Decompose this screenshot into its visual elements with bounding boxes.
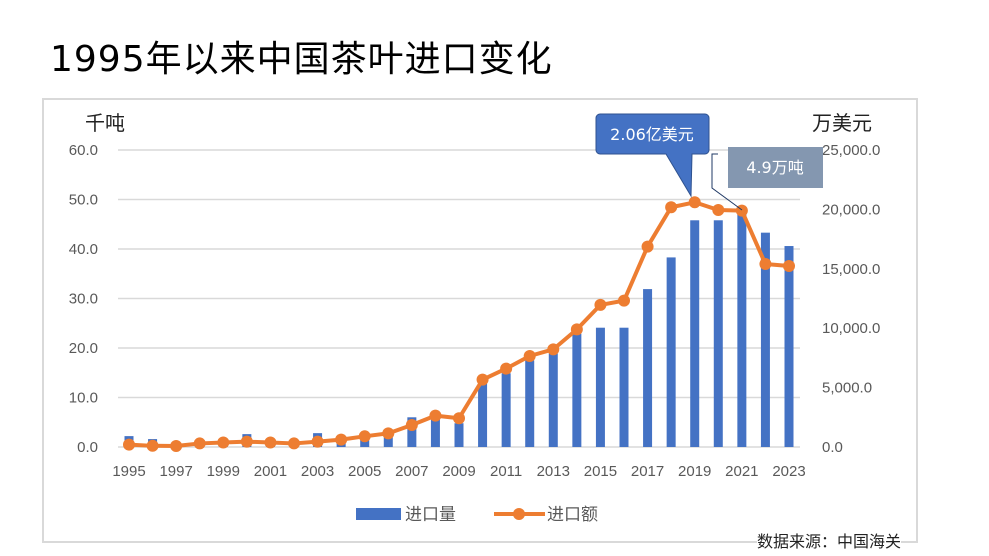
point-2006 (382, 427, 395, 440)
annotation-callout-value: 2.06亿美元 (595, 113, 710, 198)
annotation-callout-volume: 4.9万吨 (711, 147, 823, 211)
bar-2008 (430, 417, 440, 447)
left-tick-label: 50.0 (69, 192, 98, 209)
point-2008 (429, 409, 442, 422)
bar-2006 (383, 437, 393, 447)
bar-2012 (525, 360, 535, 447)
x-tick-label: 2009 (442, 463, 475, 480)
bar-2005 (360, 439, 370, 447)
right-tick-label: 20,000.0 (822, 201, 880, 218)
point-2007 (405, 419, 418, 432)
left-tick-label: 20.0 (69, 340, 98, 357)
left-tick-label: 60.0 (69, 142, 98, 159)
annotation-value-text: 2.06亿美元 (610, 125, 694, 144)
point-2019 (688, 196, 701, 209)
x-tick-label: 2019 (678, 463, 711, 480)
right-tick-label: 25,000.0 (822, 142, 880, 159)
chart-frame (42, 98, 918, 543)
point-2003 (311, 435, 324, 448)
legend-swatch-marker (513, 508, 525, 520)
x-tick-label: 1997 (159, 463, 192, 480)
x-tick-label: 2013 (537, 463, 570, 480)
bar-2023 (784, 246, 794, 447)
bar-2019 (690, 220, 700, 447)
x-tick-label: 2011 (490, 463, 522, 480)
point-2011 (500, 362, 513, 375)
value-line (128, 200, 790, 449)
bar-2018 (666, 257, 676, 447)
point-2000 (240, 435, 253, 448)
left-tick-label: 40.0 (69, 241, 98, 258)
left-axis-unit: 千吨 (85, 111, 125, 135)
point-2012 (523, 349, 536, 362)
legend: 进口量 进口额 (356, 505, 598, 525)
annotation-volume-text: 4.9万吨 (746, 158, 803, 177)
bar-2007 (407, 417, 417, 447)
point-2023 (783, 259, 795, 272)
point-2010 (476, 373, 489, 386)
point-2020 (712, 203, 725, 216)
legend-label-value: 进口额 (547, 505, 598, 525)
x-tick-label: 2021 (725, 463, 758, 480)
bar-2009 (454, 423, 464, 447)
point-1999 (217, 436, 230, 449)
right-tick-label: 15,000.0 (822, 261, 880, 278)
x-tick-label: 2007 (395, 463, 428, 480)
data-source: 数据来源：中国海关 (757, 528, 902, 552)
bar-2013 (548, 353, 558, 447)
bar-2010 (478, 380, 488, 447)
bar-2020 (713, 220, 723, 447)
point-2013 (547, 343, 560, 356)
point-2009 (453, 412, 465, 425)
point-1998 (193, 437, 206, 450)
x-tick-label: 2003 (301, 463, 334, 480)
bar-2017 (643, 289, 653, 447)
bar-2015 (595, 327, 605, 447)
left-tick-label: 0.0 (77, 439, 98, 456)
x-tick-label: 1999 (207, 463, 240, 480)
bar-2022 (760, 232, 770, 447)
x-tick-label: 2015 (584, 463, 617, 480)
right-tick-label: 10,000.0 (822, 320, 880, 337)
legend-label-volume: 进口量 (405, 505, 456, 525)
bar-2021 (737, 206, 747, 447)
point-2022 (759, 258, 772, 271)
legend-swatch-bar (356, 508, 401, 520)
point-2005 (358, 430, 371, 443)
right-tick-label: 5,000.0 (822, 380, 872, 397)
bar-2011 (501, 373, 511, 447)
point-1995 (123, 438, 135, 451)
right-axis-unit: 万美元 (812, 111, 872, 135)
bar-2014 (572, 333, 582, 447)
bar-2016 (619, 327, 629, 447)
x-tick-label: 2005 (348, 463, 381, 480)
x-tick-label: 2017 (631, 463, 664, 480)
point-2016 (618, 294, 630, 307)
page-title: 1995年以来中国茶叶进口变化 (50, 39, 553, 80)
x-tick-label: 1995 (112, 463, 145, 480)
point-2002 (288, 437, 300, 450)
point-2017 (641, 240, 654, 253)
x-tick-label: 2001 (254, 463, 287, 480)
point-2015 (594, 298, 607, 311)
x-tick-label: 2023 (772, 463, 805, 480)
point-2001 (264, 436, 277, 449)
right-tick-label: 0.0 (822, 439, 843, 456)
point-2004 (335, 433, 348, 446)
point-2018 (665, 201, 678, 214)
point-1997 (170, 440, 183, 453)
left-tick-label: 30.0 (69, 291, 98, 308)
left-tick-label: 10.0 (69, 390, 98, 407)
point-2014 (570, 323, 583, 336)
point-1996 (146, 439, 159, 452)
